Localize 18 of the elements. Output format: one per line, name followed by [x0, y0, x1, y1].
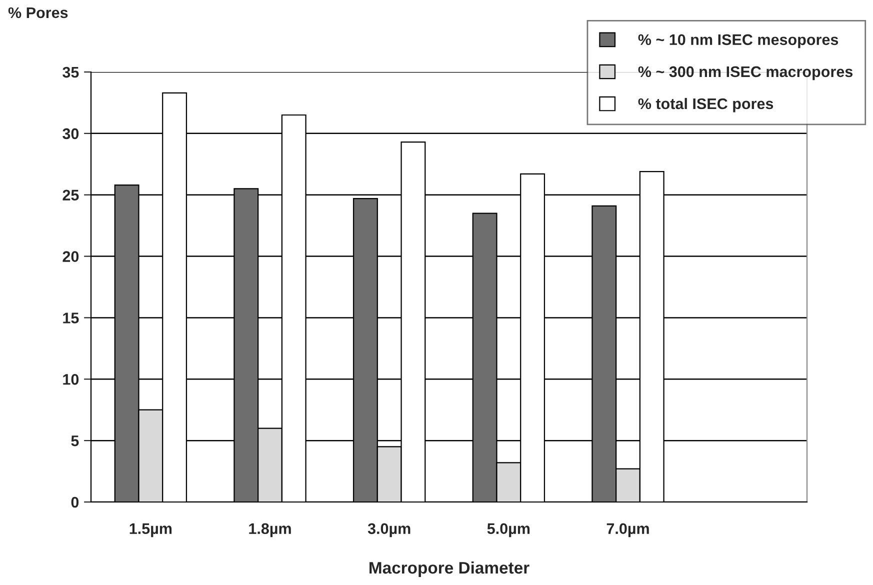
y-tick-label: 10: [63, 374, 79, 385]
y-tick-label: 15: [63, 312, 79, 324]
x-tick-label: 5.0µm: [487, 523, 530, 538]
legend-label: % ~ 300 nm ISEC macropores: [638, 66, 853, 80]
y-tick-label: 25: [62, 190, 79, 201]
x-tick-label: 1.5µm: [130, 523, 172, 538]
y-tick-label: 35: [62, 66, 79, 78]
legend-label: % ~ 10 nm ISEC mesopores: [638, 34, 838, 48]
y-axis-title: % Pores: [8, 7, 68, 18]
y-tick-label: 30: [62, 128, 79, 140]
x-axis-title: Macropore Diameter: [370, 561, 530, 577]
x-tick-label: 1.8µm: [249, 523, 291, 538]
x-tick-label: 7.0µm: [606, 523, 649, 538]
y-tick-label: 0: [71, 496, 79, 508]
x-tick-label: 3.0µm: [368, 523, 410, 538]
legend-label: % total ISEC pores: [638, 98, 774, 112]
y-tick-label: 5: [71, 436, 79, 446]
y-tick-label: 20: [62, 251, 79, 262]
